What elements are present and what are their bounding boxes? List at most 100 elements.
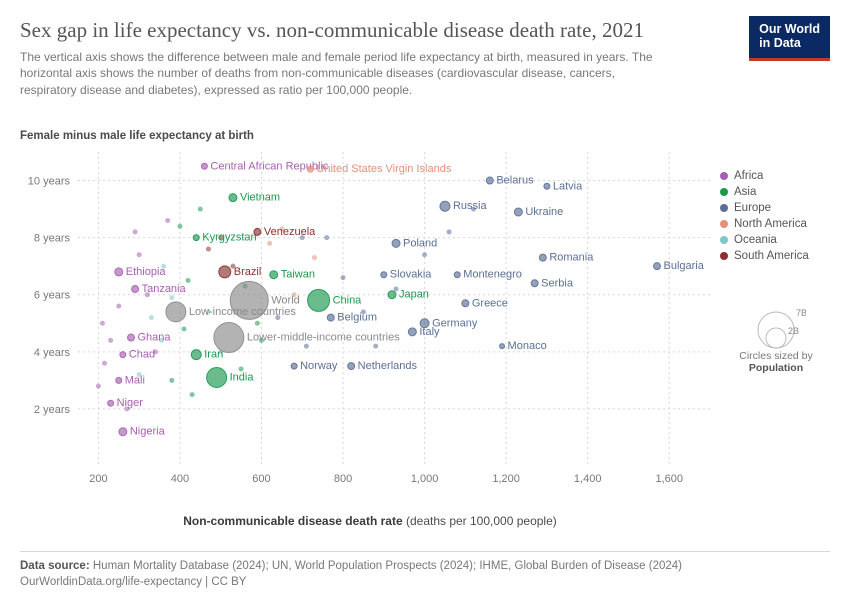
x-axis-title: Non-communicable disease death rate (dea… [183, 514, 557, 528]
data-point [149, 315, 154, 320]
point-label: Netherlands [358, 360, 418, 372]
svg-text:1,000: 1,000 [411, 473, 439, 485]
plot-area: 2 years4 years6 years8 years10 years 200… [20, 146, 720, 496]
data-point [119, 428, 127, 436]
data-point [381, 272, 387, 278]
point-label: Norway [300, 360, 338, 372]
svg-text:1,600: 1,600 [655, 473, 683, 485]
data-point [454, 272, 460, 278]
data-point [312, 255, 317, 260]
data-point [324, 235, 329, 240]
point-label: Italy [419, 326, 440, 338]
size-caption2: Population [726, 362, 826, 374]
link-line: OurWorldinData.org/life-expectancy | CC … [20, 574, 830, 590]
point-label: Russia [453, 200, 488, 212]
data-point [133, 229, 138, 234]
data-point [96, 384, 101, 389]
subtitle: The vertical axis shows the difference b… [20, 49, 660, 98]
x-axis-title-rest: (deaths per 100,000 people) [403, 514, 557, 528]
svg-text:600: 600 [252, 473, 270, 485]
data-point [422, 252, 427, 257]
logo-line2: in Data [759, 36, 801, 50]
legend-swatch [720, 172, 728, 180]
point-label: World [271, 294, 300, 306]
legend-item[interactable]: Europe [720, 202, 830, 214]
legend-swatch [720, 204, 728, 212]
point-label: Montenegro [463, 269, 522, 281]
point-label: Serbia [541, 277, 574, 289]
svg-text:6 years: 6 years [34, 290, 71, 302]
data-point [408, 328, 416, 336]
data-point [447, 229, 452, 234]
point-label: Ukraine [525, 206, 563, 218]
data-point [193, 235, 199, 241]
svg-text:1,400: 1,400 [574, 473, 602, 485]
data-point [327, 314, 334, 321]
data-point [116, 377, 122, 383]
data-point [132, 286, 139, 293]
data-point [219, 266, 231, 278]
data-point [531, 280, 538, 287]
legend-item[interactable]: Africa [720, 170, 830, 182]
data-point [108, 400, 114, 406]
page-title: Sex gap in life expectancy vs. non-commu… [20, 18, 660, 43]
data-point [304, 344, 309, 349]
scatter-chart: Female minus male life expectancy at bir… [20, 136, 720, 526]
point-label: Slovakia [390, 269, 432, 281]
legend-item[interactable]: South America [720, 250, 830, 262]
data-point [267, 241, 272, 246]
data-point [307, 166, 313, 172]
data-point [100, 321, 105, 326]
size-caption1: Circles sized by [726, 350, 826, 362]
data-point [120, 352, 126, 358]
point-label: Venezuela [264, 226, 316, 238]
legend-label: Africa [734, 170, 763, 182]
legend-label: Europe [734, 202, 771, 214]
data-point [270, 271, 278, 279]
data-point [166, 302, 186, 322]
data-point [291, 363, 297, 369]
point-label: Belarus [496, 175, 534, 187]
data-point [514, 208, 522, 216]
data-point [229, 194, 237, 202]
size-legend: 7B 2B Circles sized by Population [726, 300, 826, 374]
point-label: Nigeria [130, 426, 166, 438]
logo-line1: Our World [759, 22, 820, 36]
legend-label: North America [734, 218, 807, 230]
x-axis-title-bold: Non-communicable disease death rate [183, 514, 402, 528]
legend-swatch [720, 220, 728, 228]
point-label: Brazil [234, 266, 262, 278]
legend-swatch [720, 252, 728, 260]
svg-text:8 years: 8 years [34, 233, 71, 245]
footer: Data source: Human Mortality Database (2… [20, 551, 830, 590]
data-point [165, 218, 170, 223]
legend-item[interactable]: Asia [720, 186, 830, 198]
data-point [198, 207, 203, 212]
point-label: Chad [129, 349, 155, 361]
data-point [462, 300, 469, 307]
svg-text:800: 800 [334, 473, 352, 485]
data-point [169, 378, 174, 383]
source-label: Data source: [20, 560, 90, 572]
data-point [394, 287, 399, 292]
svg-text:1,200: 1,200 [492, 473, 520, 485]
data-point [137, 252, 142, 257]
point-label: Monaco [508, 340, 547, 352]
data-point [182, 326, 187, 331]
data-point [500, 344, 505, 349]
data-point [115, 268, 123, 276]
legend-item[interactable]: Oceania [720, 234, 830, 246]
svg-text:4 years: 4 years [34, 347, 71, 359]
point-label: United States Virgin Islands [316, 163, 451, 175]
data-point [544, 183, 550, 189]
svg-text:10 years: 10 years [28, 176, 71, 188]
legend-swatch [720, 188, 728, 196]
owid-logo: Our World in Data [749, 16, 830, 61]
point-label: Kyrgyzstan [202, 232, 256, 244]
point-label: Mali [125, 374, 145, 386]
legend-label: Asia [734, 186, 756, 198]
point-label: Vietnam [240, 192, 280, 204]
point-label: Romania [549, 252, 594, 264]
legend-item[interactable]: North America [720, 218, 830, 230]
point-label: Poland [403, 237, 437, 249]
